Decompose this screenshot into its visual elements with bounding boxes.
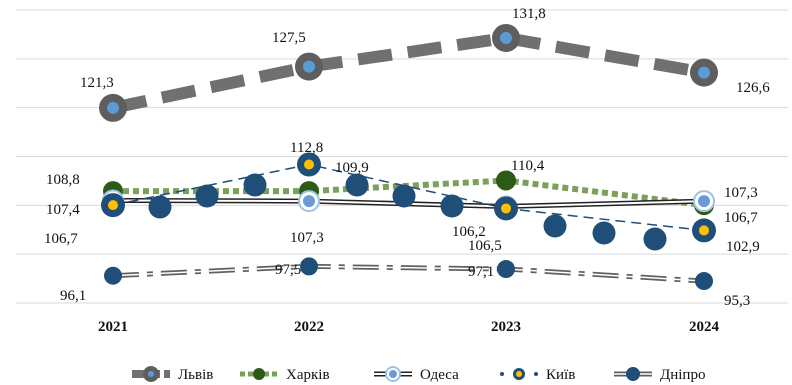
data-label: 107,4 — [46, 202, 80, 218]
legend-swatch-dot — [516, 371, 522, 377]
series-line-dnipro-outer — [112, 263, 705, 284]
marker-lviv — [690, 58, 718, 87]
marker-layer — [99, 23, 718, 291]
marker-lviv — [492, 23, 520, 52]
data-label: 109,9 — [335, 160, 369, 176]
data-label: 96,1 — [60, 288, 86, 304]
data-label: 107,3 — [290, 230, 324, 246]
data-label: 121,3 — [80, 75, 114, 91]
marker-odesa — [298, 190, 320, 213]
marker-kyiv-center — [501, 203, 511, 214]
trail-marker — [643, 227, 667, 251]
legend-swatch-line — [500, 372, 504, 376]
marker-lviv — [99, 93, 127, 122]
series-layer — [111, 31, 706, 284]
marker-kyiv-center — [699, 225, 709, 236]
x-axis-ticks: 2021 2022 2023 2024 — [98, 319, 720, 335]
data-label: 108,8 — [46, 172, 80, 188]
data-label: 97,1 — [468, 264, 494, 280]
data-label: 106,7 — [44, 231, 78, 247]
data-label: 95,3 — [724, 293, 750, 309]
trail-marker — [543, 214, 567, 238]
marker-kyiv — [297, 152, 321, 177]
legend-swatch-marker — [253, 368, 265, 380]
marker-odesa — [693, 190, 715, 213]
marker-lviv-dot — [303, 60, 315, 73]
x-tick-label: 2022 — [294, 319, 324, 335]
marker-kyiv-center — [108, 200, 118, 211]
legend-label: Дніпро — [660, 367, 705, 383]
data-label: 97,5 — [275, 262, 301, 278]
gridlines — [16, 9, 788, 304]
legend-swatch-dot — [148, 371, 154, 377]
data-label: 106,7 — [724, 210, 758, 226]
trail-marker — [440, 194, 464, 218]
legend: Львів Харків Одеса Київ Дніпро — [132, 366, 705, 383]
marker-dnipro — [104, 266, 122, 285]
legend-swatch-dot — [389, 370, 397, 378]
marker-lviv-dot — [107, 101, 119, 114]
x-tick-label: 2024 — [689, 319, 720, 335]
data-label: 131,8 — [512, 6, 546, 22]
trail-marker — [345, 173, 369, 197]
legend-label: Київ — [546, 367, 575, 383]
data-label: 127,5 — [272, 30, 306, 46]
legend-item: Київ — [500, 367, 575, 383]
legend-label: Одеса — [420, 367, 459, 383]
marker-lviv-dot — [698, 66, 710, 79]
legend-label: Харків — [286, 367, 330, 383]
marker-dnipro — [300, 257, 318, 276]
trail-marker — [392, 184, 416, 208]
trail-marker — [195, 184, 219, 208]
data-labels: 121,3 127,5 131,8 126,6 108,8 110,4 106,7 107,4… — [44, 6, 770, 309]
x-tick-label: 2023 — [491, 319, 521, 335]
marker-kyiv — [692, 218, 716, 243]
series-line-dnipro-inner — [112, 265, 705, 282]
series-line-lviv — [111, 31, 706, 114]
x-tick-label: 2021 — [98, 319, 128, 335]
data-label: 106,5 — [468, 238, 502, 254]
legend-label: Львів — [178, 367, 213, 383]
series-line-kyiv — [112, 163, 705, 232]
marker-kyiv — [494, 196, 518, 221]
marker-odesa-dot — [303, 195, 315, 208]
legend-item: Львів — [132, 366, 213, 383]
data-label: 126,6 — [736, 80, 770, 96]
marker-dnipro — [497, 260, 515, 279]
data-label: 106,2 — [452, 224, 486, 240]
trail-marker — [592, 221, 616, 245]
legend-item: Дніпро — [614, 367, 705, 383]
data-label: 107,3 — [724, 185, 758, 201]
data-label: 112,8 — [290, 140, 323, 156]
data-label: 110,4 — [511, 158, 545, 174]
marker-kyiv-center — [304, 159, 314, 170]
legend-swatch-marker — [626, 367, 640, 381]
marker-dnipro — [695, 272, 713, 291]
trail-marker — [243, 173, 267, 197]
marker-kharkiv — [496, 170, 516, 191]
marker-kyiv — [101, 193, 125, 218]
marker-odesa-dot — [698, 195, 710, 208]
trail-marker — [148, 195, 172, 219]
marker-lviv — [295, 52, 323, 81]
marker-lviv-dot — [500, 31, 512, 44]
data-label: 102,9 — [726, 239, 760, 255]
legend-item: Одеса — [374, 366, 459, 383]
legend-swatch-line — [534, 372, 538, 376]
legend-item: Харків — [240, 367, 330, 383]
